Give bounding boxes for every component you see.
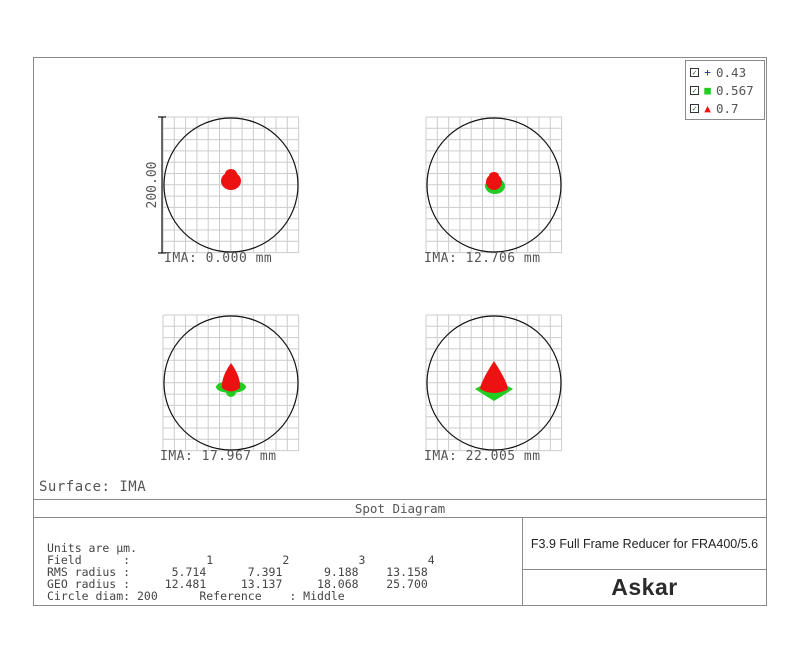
title-block: F3.9 Full Frame Reducer for FRA400/5.6 A… [522,518,766,605]
triangle-marker-icon: ▲ [704,101,711,115]
legend-item-0.567[interactable]: ✓ ■ 0.567 [690,82,754,98]
field-label-2: IMA: 12.706 mm [424,251,541,266]
spot-diagram-frame: 200.00 ✓ + 0.43 ✓ ■ 0.567 ✓ ▲ 0.7 IMA: 0… [33,57,767,606]
spot-diagram-plot: 200.00 [145,116,563,452]
checkbox-icon[interactable]: ✓ [690,67,699,77]
legend-label: 0.43 [716,64,747,80]
field-line: Field : 1 2 3 4 [47,553,435,567]
field-label-4: IMA: 22.005 mm [424,449,541,464]
airy-circle [426,117,562,253]
rms-radius-line: RMS radius : 5.714 7.391 9.188 13.158 [47,565,428,579]
airy-circle [163,315,299,451]
reducer-title: F3.9 Full Frame Reducer for FRA400/5.6 [523,518,766,570]
legend-item-0.43[interactable]: ✓ + 0.43 [690,64,746,80]
checkbox-icon[interactable]: ✓ [690,85,699,95]
spot-0.7 [221,363,241,392]
field-label-3: IMA: 17.967 mm [160,449,277,464]
circle-diam-line: Circle diam: 200 Reference : Middle [47,589,345,603]
legend-label: 0.567 [716,82,754,98]
spot-0.7 [489,172,499,180]
spot-0.7 [480,361,508,393]
scale-bar-label: 200.00 [145,162,160,209]
field-label-1: IMA: 0.000 mm [164,251,273,266]
airy-circle [163,117,299,253]
surface-label: Surface: IMA [39,479,147,495]
airy-circle [426,315,562,451]
checkbox-icon[interactable]: ✓ [690,103,699,113]
units-line: Units are µm. [47,541,138,555]
chart-title: Spot Diagram [34,499,766,518]
legend-label: 0.7 [716,100,739,116]
askar-logo: Askar [611,574,678,600]
legend-item-0.7[interactable]: ✓ ▲ 0.7 [690,100,739,116]
info-panel: Units are µm. Field : 1 2 3 4 RMS radius… [34,518,522,605]
plus-marker-icon: + [704,65,711,79]
square-marker-icon: ■ [704,83,711,97]
spot-0.7 [225,169,237,179]
geo-radius-line: GEO radius : 12.481 13.137 18.068 25.700 [47,577,428,591]
legend: ✓ + 0.43 ✓ ■ 0.567 ✓ ▲ 0.7 [685,60,765,120]
